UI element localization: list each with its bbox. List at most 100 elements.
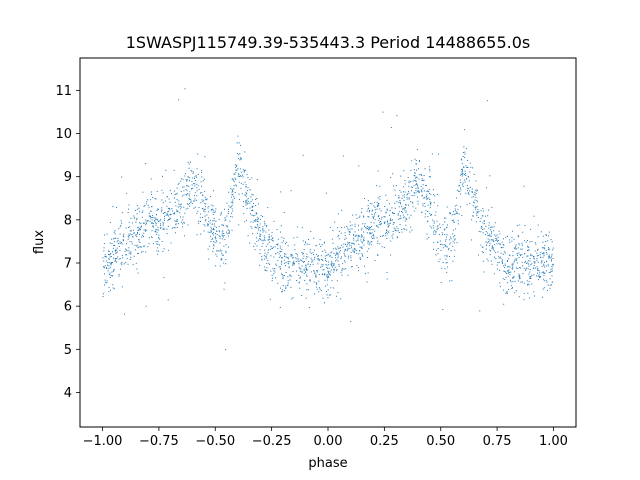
data-point bbox=[366, 210, 368, 212]
data-point bbox=[385, 231, 387, 233]
data-point bbox=[155, 230, 157, 232]
data-point bbox=[468, 193, 470, 195]
data-point bbox=[489, 239, 491, 241]
data-point bbox=[419, 174, 421, 176]
data-point bbox=[313, 254, 315, 256]
data-point bbox=[422, 187, 424, 189]
data-point bbox=[157, 208, 159, 210]
data-point bbox=[347, 227, 349, 229]
x-tick-label: −0.25 bbox=[252, 434, 292, 449]
data-point bbox=[487, 234, 489, 236]
data-point bbox=[135, 262, 137, 264]
data-point bbox=[142, 245, 144, 247]
data-point bbox=[268, 234, 270, 236]
data-point bbox=[510, 271, 512, 273]
data-point bbox=[549, 284, 551, 286]
data-point bbox=[207, 248, 209, 250]
data-point bbox=[509, 279, 511, 281]
data-point bbox=[225, 225, 227, 227]
data-point bbox=[406, 194, 408, 196]
data-point bbox=[482, 208, 484, 210]
data-point bbox=[266, 267, 268, 269]
data-point bbox=[174, 220, 176, 222]
data-point bbox=[358, 235, 360, 237]
data-point bbox=[503, 303, 505, 305]
data-point bbox=[379, 208, 381, 210]
data-point bbox=[490, 250, 492, 252]
data-point bbox=[212, 232, 214, 234]
data-point bbox=[550, 259, 552, 261]
data-point bbox=[537, 275, 539, 277]
data-point bbox=[215, 227, 217, 229]
data-point bbox=[344, 234, 346, 236]
data-point bbox=[295, 253, 297, 255]
data-point bbox=[114, 233, 116, 235]
data-point bbox=[145, 230, 147, 232]
data-point bbox=[233, 173, 235, 175]
data-point bbox=[336, 280, 338, 282]
data-point bbox=[328, 261, 330, 263]
data-point bbox=[452, 229, 454, 231]
data-point bbox=[437, 253, 439, 255]
data-point bbox=[357, 234, 359, 236]
data-point bbox=[238, 176, 240, 178]
data-point bbox=[423, 190, 425, 192]
data-point bbox=[233, 179, 235, 181]
data-point bbox=[271, 247, 273, 249]
data-point bbox=[238, 174, 240, 176]
data-point bbox=[278, 253, 280, 255]
data-point bbox=[340, 250, 342, 252]
data-point bbox=[240, 187, 242, 189]
data-point bbox=[305, 297, 307, 299]
data-point bbox=[205, 206, 207, 208]
x-axis-label: phase bbox=[308, 456, 347, 471]
data-point bbox=[212, 205, 214, 207]
data-point bbox=[472, 167, 474, 169]
data-point bbox=[290, 275, 292, 277]
data-point bbox=[351, 266, 353, 268]
data-point bbox=[377, 242, 379, 244]
data-point bbox=[298, 263, 300, 265]
data-point bbox=[234, 192, 236, 194]
data-point bbox=[257, 225, 259, 227]
data-point bbox=[114, 260, 116, 262]
data-point bbox=[135, 235, 137, 236]
data-point bbox=[550, 268, 552, 270]
data-point bbox=[120, 262, 122, 264]
data-point bbox=[287, 260, 289, 262]
data-point bbox=[539, 276, 541, 278]
data-point bbox=[449, 280, 451, 282]
data-point bbox=[176, 209, 178, 211]
data-point bbox=[402, 217, 404, 219]
data-point bbox=[279, 268, 281, 270]
data-point bbox=[542, 256, 544, 258]
data-point bbox=[270, 245, 272, 247]
data-point bbox=[497, 251, 499, 253]
data-point bbox=[415, 192, 417, 194]
data-point bbox=[405, 224, 407, 226]
data-point bbox=[533, 258, 535, 260]
data-point bbox=[303, 273, 305, 275]
data-point bbox=[200, 233, 202, 235]
data-point bbox=[287, 245, 289, 247]
data-point bbox=[414, 172, 416, 174]
data-point bbox=[424, 203, 426, 205]
data-point bbox=[182, 226, 184, 228]
data-point bbox=[367, 241, 369, 243]
data-point bbox=[145, 224, 147, 226]
data-point bbox=[474, 191, 476, 193]
data-point bbox=[193, 195, 195, 197]
data-point bbox=[231, 212, 233, 214]
data-point bbox=[111, 238, 113, 240]
data-point bbox=[529, 268, 531, 270]
data-point bbox=[385, 211, 387, 213]
data-point bbox=[322, 259, 324, 261]
data-point bbox=[214, 242, 216, 244]
data-point bbox=[372, 229, 374, 231]
data-point bbox=[131, 243, 133, 245]
data-point bbox=[220, 214, 222, 216]
data-point bbox=[221, 252, 223, 254]
data-point bbox=[283, 212, 285, 214]
data-point bbox=[126, 243, 128, 245]
data-point bbox=[284, 243, 286, 245]
